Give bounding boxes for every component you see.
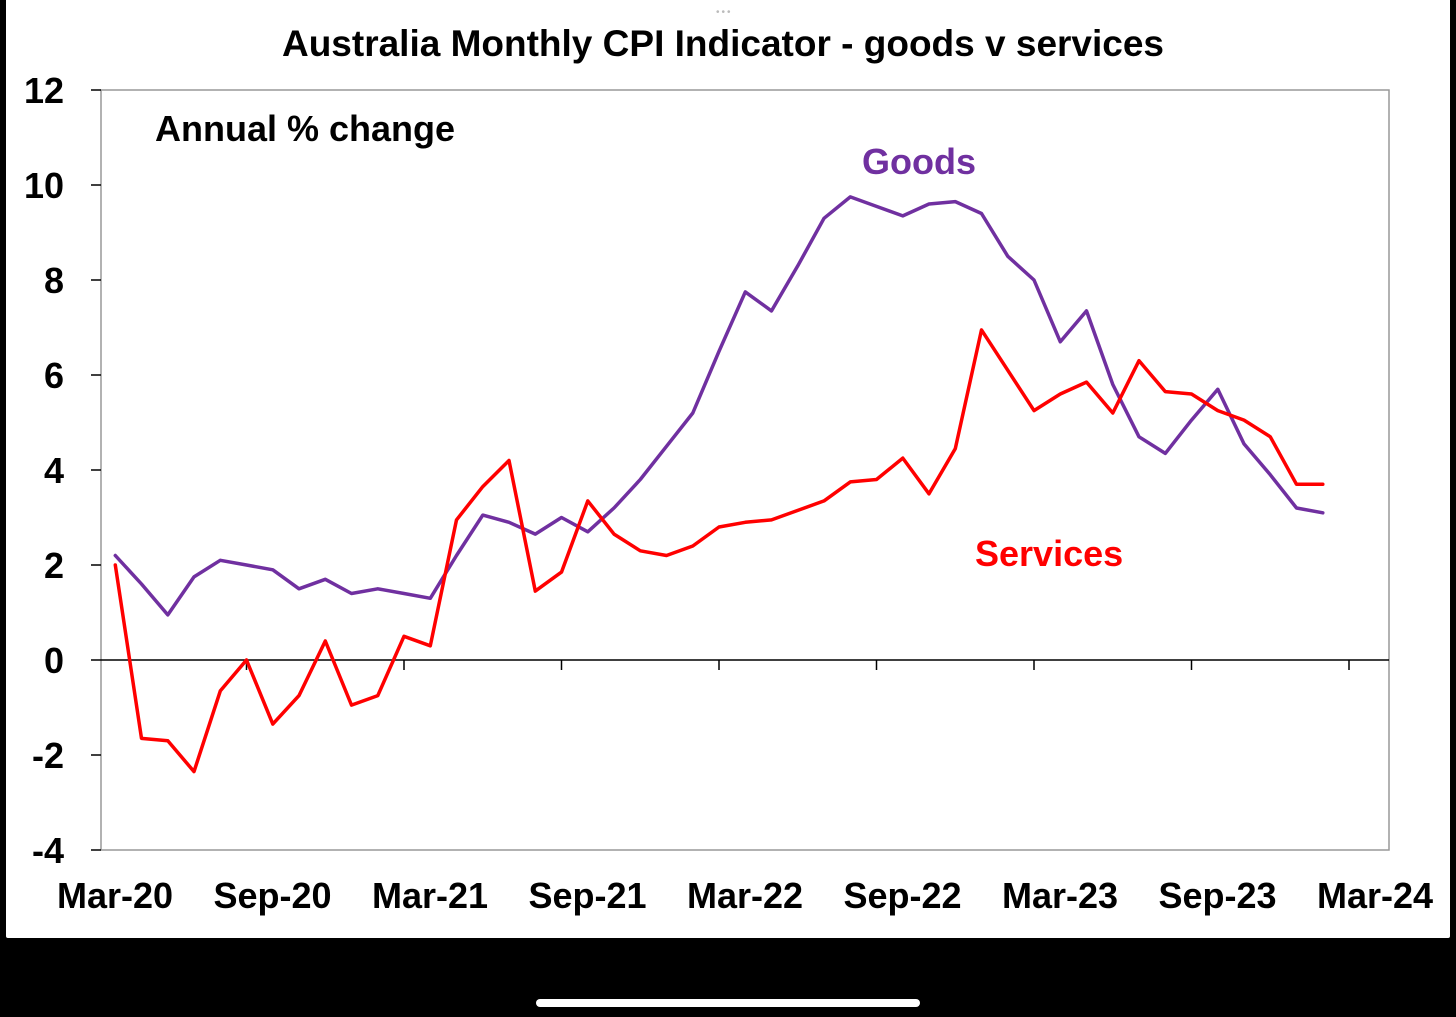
x-tick-label: Sep-22	[843, 875, 961, 916]
y-tick-label: 10	[24, 165, 64, 206]
x-tick-label: Mar-21	[372, 875, 488, 916]
plot-area	[100, 89, 1390, 851]
x-tick-label: Sep-20	[213, 875, 331, 916]
x-tick-label: Mar-23	[1002, 875, 1118, 916]
x-tick-label: Mar-24	[1317, 875, 1433, 916]
y-tick-label: 2	[44, 545, 64, 586]
y-tick-label: 6	[44, 355, 64, 396]
x-tick-label: Sep-23	[1158, 875, 1276, 916]
y-tick-label: 12	[24, 70, 64, 111]
series-lines	[113, 195, 1325, 774]
y-tick-label: 4	[44, 450, 64, 491]
home-indicator[interactable]	[536, 999, 920, 1007]
x-tick-label: Mar-20	[57, 875, 173, 916]
y-tick-label: 0	[44, 640, 64, 681]
goods-series-line	[113, 195, 1325, 617]
x-tick-label: Mar-22	[687, 875, 803, 916]
y-tick-label: 8	[44, 260, 64, 301]
window-grabber[interactable]: •••	[716, 7, 733, 18]
goods-series-label: Goods	[862, 141, 976, 182]
services-series-line	[113, 328, 1325, 774]
y-tick-label: -2	[32, 735, 64, 776]
chart-frame	[6, 0, 1450, 938]
chart-subtitle: Annual % change	[155, 108, 455, 149]
y-tick-label: -4	[32, 830, 64, 871]
services-series-label: Services	[975, 533, 1123, 574]
chart-title: Australia Monthly CPI Indicator - goods …	[282, 23, 1164, 64]
x-tick-label: Sep-21	[528, 875, 646, 916]
y-axis: 12 10 8 6 4 2 0 -2 -4	[24, 70, 101, 871]
